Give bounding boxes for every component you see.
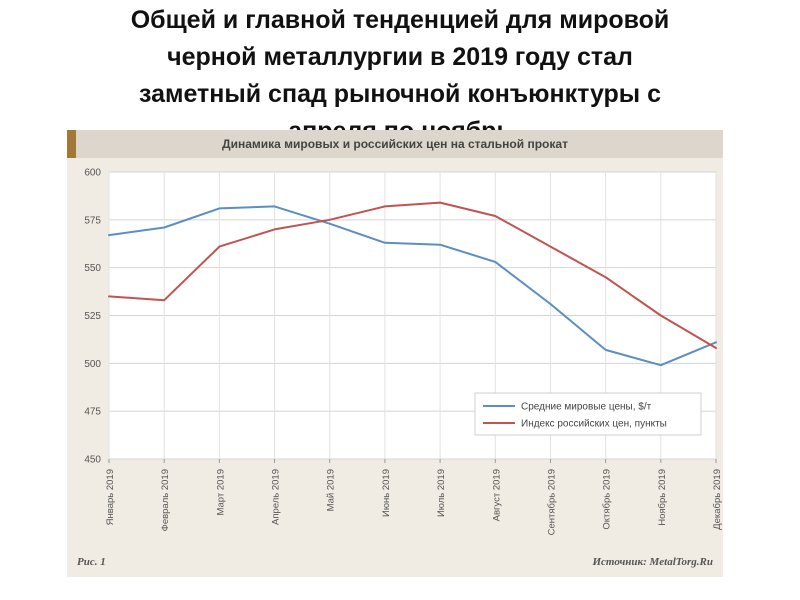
y-tick-label: 575 [84,215,101,226]
x-tick-label: Январь 2019 [105,469,116,525]
x-tick-label: Май 2019 [326,469,337,511]
y-tick-label: 450 [84,455,101,466]
chart-header: Динамика мировых и российских цен на ста… [67,130,723,158]
header-accent-tab [67,130,76,158]
x-tick-label: Февраль 2019 [160,469,171,531]
y-tick-label: 550 [84,263,101,274]
x-tick-label: Ноябрь 2019 [657,469,668,526]
x-tick-label: Сентябрь 2019 [546,469,557,535]
x-tick-label: Октябрь 2019 [602,469,613,530]
x-tick-label: Март 2019 [215,469,226,516]
x-tick-label: Апрель 2019 [271,469,282,525]
slide-title-line: Общей и главной тенденцией для мировой [130,6,670,34]
legend-label: Индекс российских цен, пункты [521,419,667,430]
y-tick-label: 500 [84,359,101,370]
chart-figure: 450 475 500 525 550 575 600 Январь 2019 Февраль … [67,130,723,577]
slide-title: Общей и главной тенденцией для мировой ч… [0,2,800,130]
figure-source: Источник: MetalTorg.Ru [592,556,713,568]
x-tick-label: Июнь 2019 [381,469,392,517]
slide-title-line: заметный спад рыночной конъюнктуры с [138,80,662,108]
slide-title-line: черной металлургии в 2019 году стал [167,43,633,71]
y-tick-label: 525 [84,311,101,322]
legend-label: Средние мировые цены, $/т [521,402,652,413]
chart-title: Динамика мировых и российских цен на ста… [222,137,568,151]
x-tick-label: Август 2019 [491,469,502,521]
y-tick-label: 600 [84,168,101,179]
figure-caption: Рис. 1 [77,556,106,568]
x-tick-label: Июль 2019 [436,469,447,517]
legend-box [474,392,702,436]
line-chart: 450 475 500 525 550 575 600 Январь 2019 Февраль … [84,168,723,536]
x-tick-label: Декабрь 2019 [712,469,723,530]
slide-title-line: апреля по ноябрь [0,113,800,130]
series-line [108,201,717,349]
series-line [108,205,717,367]
y-tick-label: 475 [84,407,101,418]
